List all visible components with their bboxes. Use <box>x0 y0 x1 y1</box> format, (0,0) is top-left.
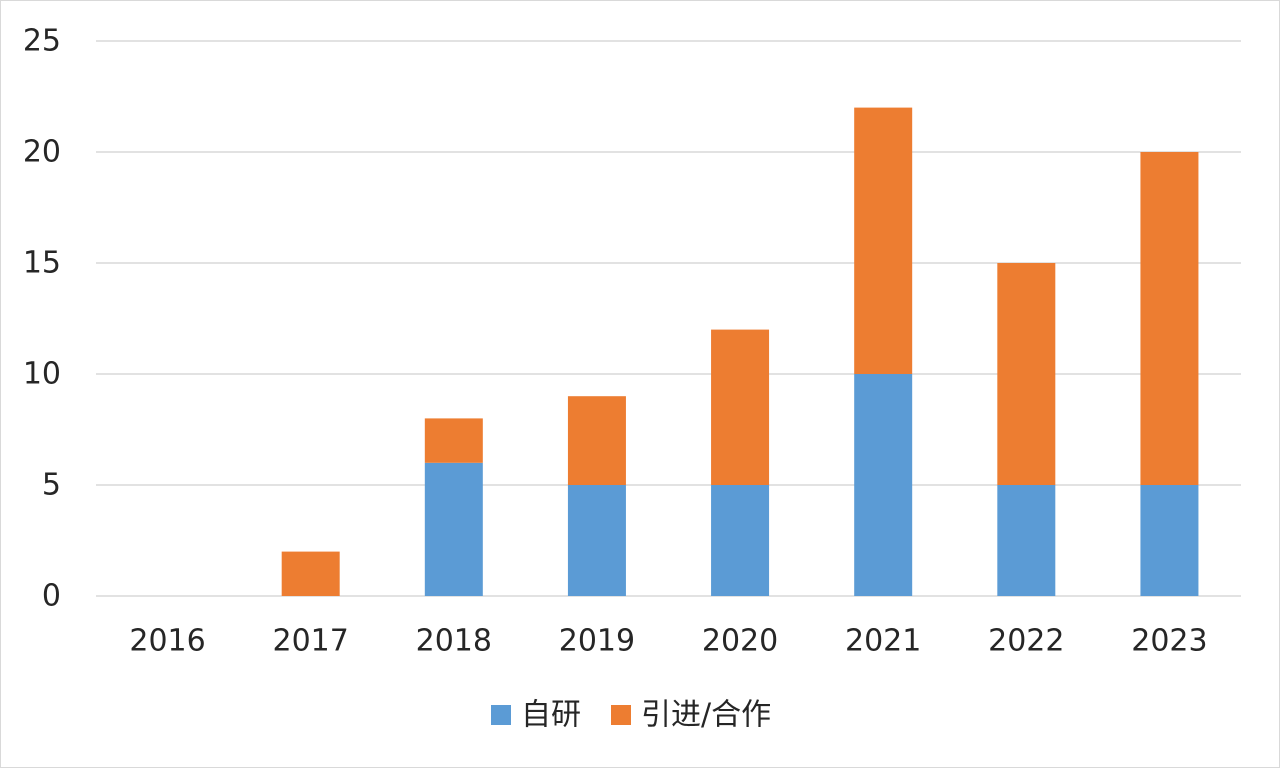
x-tick-label: 2017 <box>273 624 349 659</box>
y-tick-label: 25 <box>23 24 61 59</box>
bar-2018-series-0 <box>424 462 483 596</box>
y-tick-label: 0 <box>42 579 61 614</box>
x-tick-label: 2016 <box>129 624 205 659</box>
legend-label-1: 引进/合作 <box>641 698 771 733</box>
legend-swatch-0 <box>491 705 511 725</box>
bar-2023-series-1 <box>1140 152 1199 485</box>
x-tick-label: 2023 <box>1131 624 1207 659</box>
legend-label-0: 自研 <box>521 698 581 733</box>
bar-2019-series-1 <box>567 396 626 485</box>
bar-2020-series-1 <box>711 329 770 485</box>
bar-2021-series-0 <box>854 374 913 596</box>
bar-2021-series-1 <box>854 107 913 374</box>
x-tick-label: 2019 <box>559 624 635 659</box>
bar-2023-series-0 <box>1140 485 1199 596</box>
y-tick-label: 5 <box>42 468 61 503</box>
x-tick-label: 2020 <box>702 624 778 659</box>
x-axis-tick-labels: 2016 2017 2018 2019 2020 2021 2022 2023 <box>129 624 1207 659</box>
bars <box>281 107 1199 596</box>
y-tick-label: 20 <box>23 135 61 170</box>
bar-2020-series-0 <box>711 485 770 596</box>
bar-2018-series-1 <box>424 418 483 463</box>
gridlines <box>96 40 1241 597</box>
legend-swatch-1 <box>611 705 631 725</box>
y-axis-tick-labels: 0 5 10 15 20 25 <box>23 24 61 614</box>
bar-2022-series-0 <box>997 485 1056 596</box>
x-tick-label: 2022 <box>988 624 1064 659</box>
bar-2017-series-1 <box>281 551 340 596</box>
x-tick-label: 2018 <box>416 624 492 659</box>
y-tick-label: 15 <box>23 246 61 281</box>
y-tick-label: 10 <box>23 357 61 392</box>
legend: 自研 引进/合作 <box>491 698 771 733</box>
bar-2019-series-0 <box>567 485 626 596</box>
bar-2022-series-1 <box>997 263 1056 485</box>
x-tick-label: 2021 <box>845 624 921 659</box>
